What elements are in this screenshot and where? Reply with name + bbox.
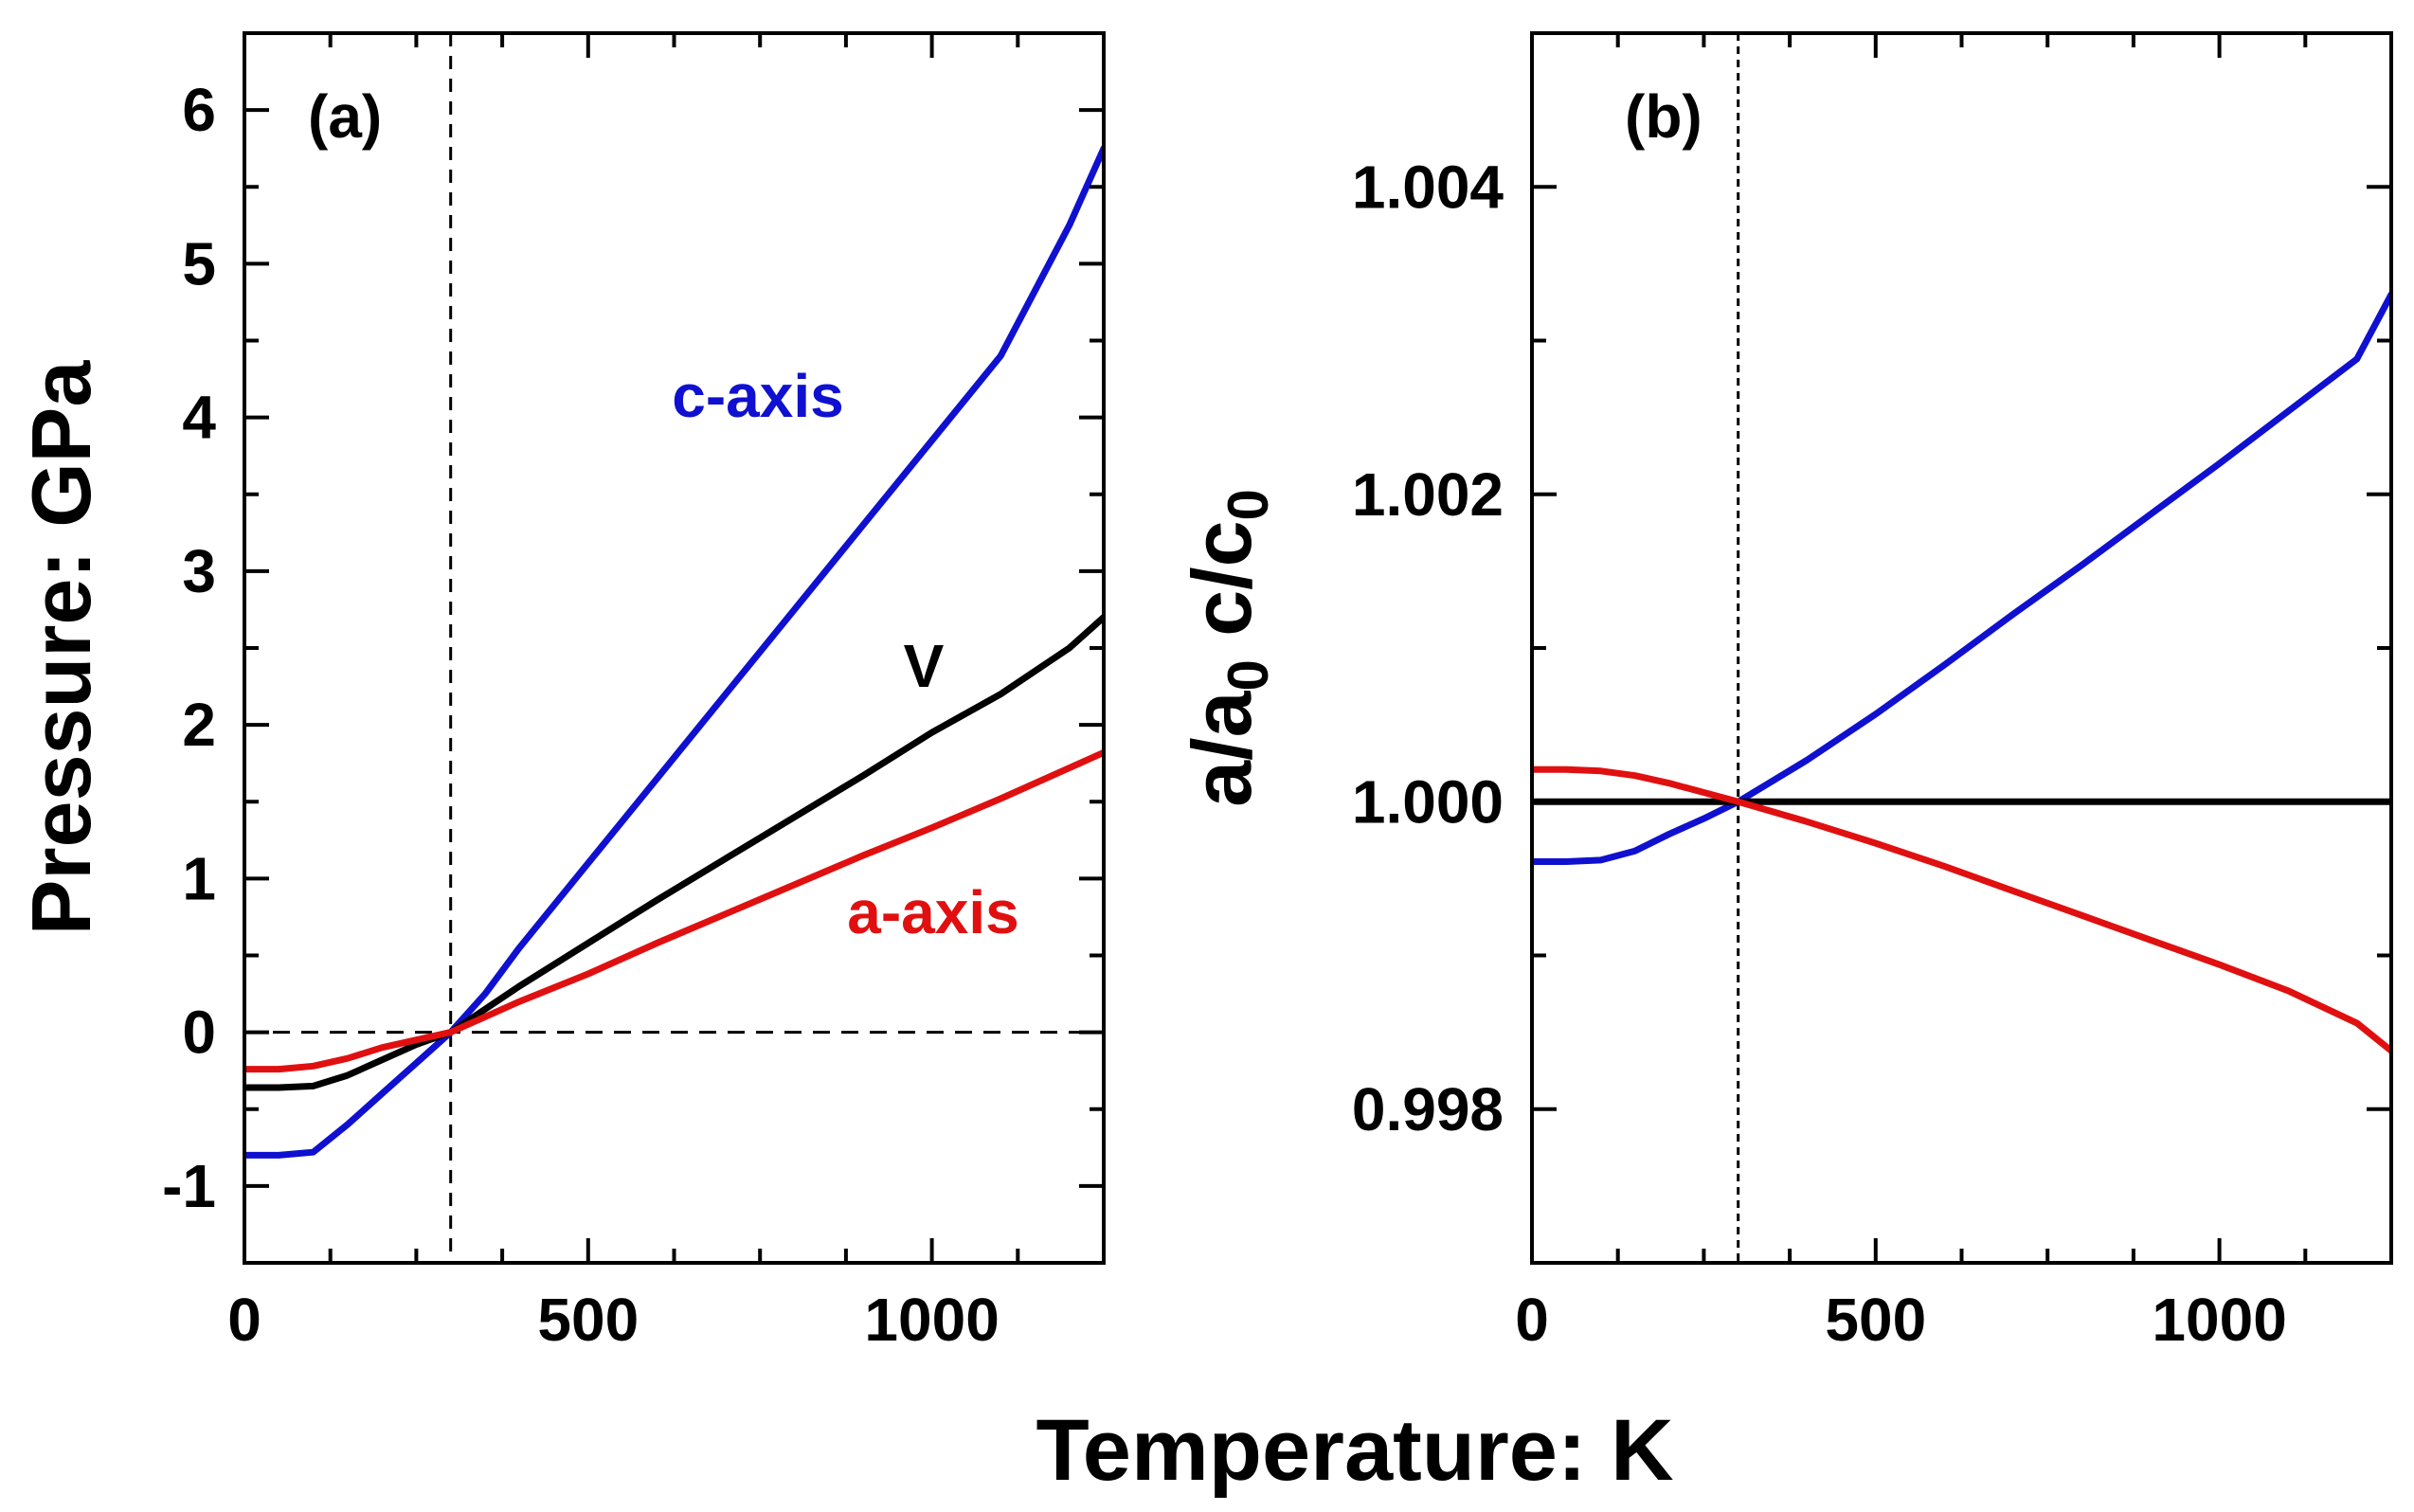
y-tick-label: 1.002 (1352, 460, 1504, 529)
x-tick-label: 500 (537, 1286, 639, 1354)
y-tick-label: 5 (182, 229, 216, 297)
panel-b: 0 500 1000 0.998 1.000 1.002 1.004 (b) a/a0 c/c0 (1175, 31, 2393, 1354)
y-tick-label: 2 (182, 691, 216, 759)
y-axis-label: Pressure: GPa (14, 360, 108, 936)
x-tick-label: 0 (227, 1286, 261, 1354)
x-tick-label: 1000 (864, 1286, 999, 1354)
shared-x-axis-label: Temperature: K (1036, 1402, 1673, 1499)
x-tick-label: 500 (1825, 1286, 1926, 1354)
series-line-c-axis (1532, 291, 2391, 865)
panel-label: (b) (1625, 82, 1702, 151)
y-tick-label: 6 (182, 76, 216, 144)
y-tick-label: 1.004 (1352, 153, 1504, 221)
series-line-c-axis (244, 145, 1104, 1159)
series-label-v: V (904, 632, 945, 700)
plot-frame (1530, 31, 2393, 1265)
y-axis-label: a/a0 c/c0 (1175, 489, 1280, 807)
series-line-a-axis (1532, 765, 2391, 1054)
plot-frame (243, 31, 1106, 1265)
x-tick-label: 1000 (2152, 1286, 2286, 1354)
x-tick-label: 0 (1515, 1286, 1549, 1354)
y-tick-label: 1.000 (1352, 767, 1504, 836)
series-line-v (244, 614, 1104, 1091)
y-tick-label: 0.998 (1352, 1075, 1504, 1143)
panel-label: (a) (308, 82, 382, 151)
series-label-c-axis: c-axis (672, 362, 843, 430)
series-label-a-axis: a-axis (847, 878, 1018, 946)
y-tick-label: 4 (182, 384, 216, 452)
y-tick-label: 1 (182, 844, 216, 912)
series-line-a-axis (244, 748, 1104, 1073)
y-tick-label: 0 (182, 999, 216, 1067)
y-tick-label: 3 (182, 537, 216, 605)
y-tick-label: -1 (162, 1152, 216, 1220)
